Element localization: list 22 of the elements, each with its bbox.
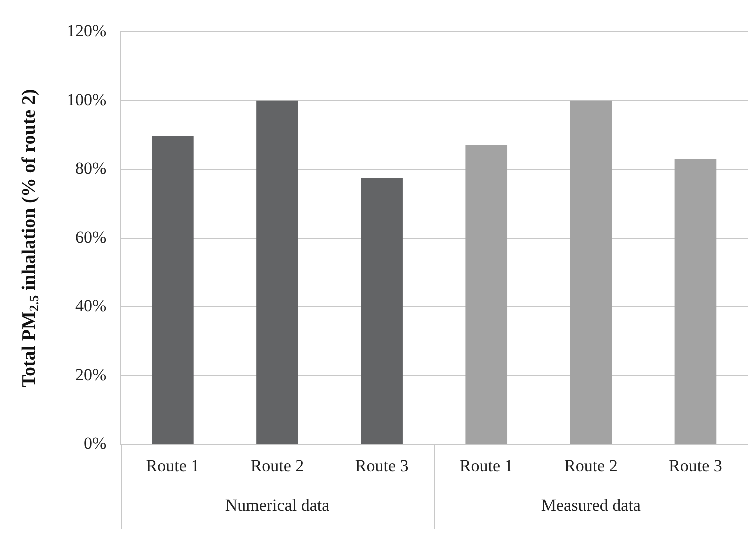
y-tick-label: 40%: [75, 296, 107, 316]
bar: [256, 100, 298, 444]
bar: [674, 159, 717, 444]
y-tick-label: 80%: [75, 159, 107, 178]
y-tick-label: 100%: [66, 90, 107, 110]
bar: [466, 145, 508, 444]
x-tick-label: Route 1: [146, 456, 200, 476]
x-tick-label: Route 2: [250, 456, 304, 476]
y-tick-label: 20%: [75, 365, 107, 384]
x-tick-label: Route 1: [460, 456, 514, 476]
bar: [152, 136, 194, 444]
bar: [570, 100, 612, 444]
y-axis-title: Total PM2.5 inhalation (% of route 2): [18, 89, 42, 388]
text: Numerical data: [225, 496, 330, 516]
x-tick-label: Route 2: [564, 456, 618, 476]
bar: [361, 178, 403, 444]
x-tick-label: Route 3: [669, 456, 722, 476]
text: Measured data: [541, 496, 642, 516]
y-tick-label: 120%: [66, 22, 107, 41]
y-tick-label: 0%: [84, 434, 107, 454]
x-tick-label: Route 3: [355, 456, 409, 476]
y-tick-label: 60%: [75, 228, 107, 247]
